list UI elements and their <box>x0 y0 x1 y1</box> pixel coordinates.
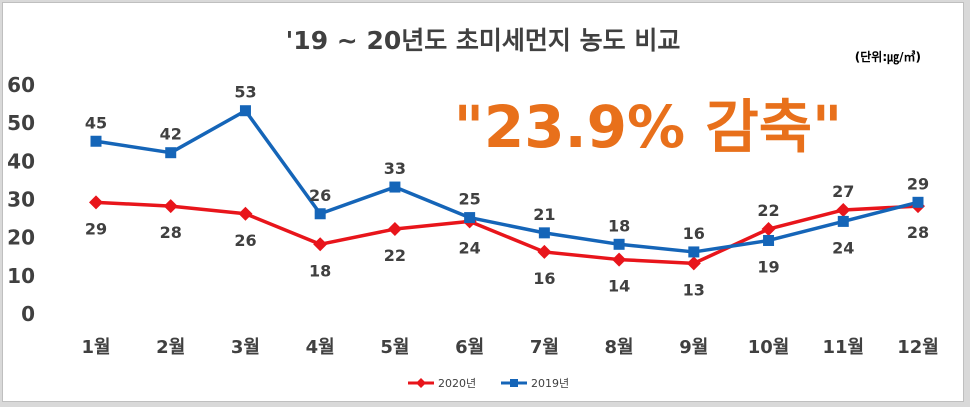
data-point-2020 <box>836 202 851 217</box>
data-point-2020 <box>238 206 253 221</box>
data-point-2019 <box>389 181 401 193</box>
data-point-2019 <box>837 215 849 227</box>
chart-title: '19 ~ 20년도 초미세먼지 농도 비교 <box>286 26 681 55</box>
data-label-2019: 21 <box>533 205 555 224</box>
x-tick-label: 6월 <box>455 337 484 358</box>
data-label-2019: 19 <box>757 257 779 276</box>
y-tick-label: 0 <box>21 302 35 326</box>
data-point-2020 <box>537 244 552 259</box>
x-axis: 1월 2월 3월 4월 5월 6월 7월 8월 9월 10월 11월 12월 <box>81 337 938 358</box>
data-point-2019 <box>538 227 550 239</box>
series-markers <box>89 105 925 271</box>
data-point-2019 <box>165 147 177 159</box>
chart-frame: '19 ~ 20년도 초미세먼지 농도 비교 (단위:㎍/㎥) "23.9% 감… <box>2 2 964 402</box>
legend-label-2020: 2020년 <box>438 377 476 390</box>
data-point-2019 <box>464 212 476 224</box>
data-label-2020: 27 <box>832 182 854 201</box>
x-tick-label: 8월 <box>605 337 634 358</box>
data-label-2019: 53 <box>234 83 256 102</box>
legend: 2020년 2019년 <box>408 377 569 390</box>
data-labels: 29 45 28 42 26 53 18 26 22 33 24 25 16 21 14 18 13 16 22 19… <box>85 83 929 300</box>
data-point-2020 <box>686 256 701 271</box>
data-point-2020 <box>612 252 627 267</box>
data-label-2019: 45 <box>85 113 107 132</box>
data-label-2020: 24 <box>459 238 481 257</box>
y-tick-label: 10 <box>7 264 35 288</box>
y-tick-label: 20 <box>7 226 35 250</box>
x-tick-label: 5월 <box>380 337 409 358</box>
data-point-2019 <box>912 196 924 208</box>
data-point-2020 <box>387 222 402 237</box>
x-tick-label: 2월 <box>156 337 185 358</box>
data-point-2019 <box>613 238 625 250</box>
data-point-2019 <box>90 135 102 147</box>
data-label-2019: 33 <box>384 159 406 178</box>
line-chart: '19 ~ 20년도 초미세먼지 농도 비교 (단위:㎍/㎥) "23.9% 감… <box>7 26 939 390</box>
data-label-2019: 25 <box>459 190 481 209</box>
data-label-2020: 22 <box>384 246 406 265</box>
y-tick-label: 50 <box>7 111 35 135</box>
x-tick-label: 10월 <box>748 337 790 358</box>
x-tick-label: 9월 <box>679 337 708 358</box>
data-label-2019: 16 <box>683 224 705 243</box>
data-label-2020: 29 <box>85 219 107 238</box>
x-tick-label: 3월 <box>231 337 260 358</box>
x-tick-label: 11월 <box>822 337 864 358</box>
data-point-2020 <box>761 222 776 237</box>
series-line-2019 <box>95 108 919 254</box>
unit-note: (단위:㎍/㎥) <box>855 49 921 65</box>
data-point-2020 <box>89 195 103 210</box>
x-tick-label: 12월 <box>897 337 939 358</box>
data-label-2019: 29 <box>907 174 929 193</box>
data-point-2019 <box>314 208 326 220</box>
data-label-2019: 24 <box>832 238 854 257</box>
y-axis: 0 10 20 30 40 50 60 <box>7 73 35 326</box>
data-point-2019 <box>688 246 700 258</box>
legend-marker-2019 <box>510 379 518 387</box>
y-tick-label: 60 <box>7 73 35 97</box>
data-point-2019 <box>763 234 775 246</box>
reduction-annotation: "23.9% 감축" <box>454 93 843 161</box>
data-label-2020: 13 <box>683 280 705 299</box>
data-label-2020: 28 <box>160 223 182 242</box>
data-label-2020: 28 <box>907 223 929 242</box>
data-label-2020: 22 <box>757 201 779 220</box>
x-tick-label: 1월 <box>81 337 110 358</box>
legend-label-2019: 2019년 <box>531 377 569 390</box>
series-lines <box>95 108 919 266</box>
data-point-2020 <box>313 237 328 252</box>
data-label-2020: 14 <box>608 277 630 296</box>
data-point-2019 <box>239 105 251 117</box>
x-tick-label: 7월 <box>530 337 559 358</box>
data-point-2020 <box>163 199 178 214</box>
data-label-2020: 18 <box>309 261 331 280</box>
data-label-2019: 42 <box>160 125 182 144</box>
y-tick-label: 40 <box>7 149 35 173</box>
data-label-2019: 18 <box>608 216 630 235</box>
data-label-2020: 16 <box>533 269 555 288</box>
series-line-2020 <box>95 200 919 266</box>
data-label-2020: 26 <box>234 231 256 250</box>
y-tick-label: 30 <box>7 188 35 212</box>
x-tick-label: 4월 <box>306 337 335 358</box>
legend-marker-2020 <box>416 378 426 388</box>
data-label-2019: 26 <box>309 186 331 205</box>
